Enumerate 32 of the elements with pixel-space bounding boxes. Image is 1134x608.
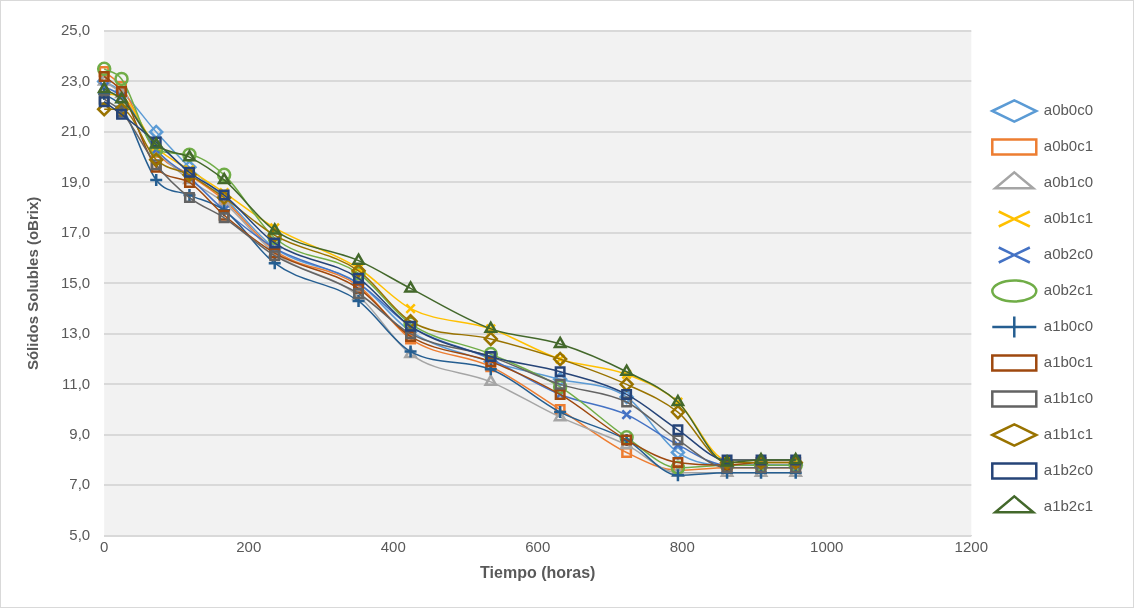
x-tick-label: 1200 <box>954 537 988 555</box>
x-tick-label: 600 <box>525 537 551 555</box>
legend-label: a1b0c0 <box>1043 317 1094 335</box>
legend-label: a1b1c1 <box>1043 425 1094 443</box>
y-tick-label: 25,0 <box>60 21 91 39</box>
y-tick-label: 7,0 <box>69 475 91 493</box>
x-tick-label: 1000 <box>810 537 844 555</box>
y-tick-label: 15,0 <box>60 273 91 291</box>
y-axis-title: Sólidos Solubles (oBrix) <box>24 196 42 371</box>
legend-label: a1b1c0 <box>1043 389 1094 407</box>
legend-label: a0b0c0 <box>1043 101 1094 119</box>
y-tick-label: 9,0 <box>69 424 91 442</box>
legend-label: a0b1c0 <box>1043 173 1094 191</box>
y-tick-label: 17,0 <box>60 223 91 241</box>
legend-label: a0b1c1 <box>1043 209 1094 227</box>
y-tick-label: 21,0 <box>60 122 91 140</box>
x-tick-label: 200 <box>236 537 262 555</box>
legend-label: a1b2c1 <box>1043 497 1094 515</box>
y-tick-label: 23,0 <box>60 71 91 89</box>
y-tick-label: 5,0 <box>69 525 91 543</box>
x-tick-label: 800 <box>669 537 695 555</box>
x-tick-label: 400 <box>380 537 406 555</box>
y-tick-label: 19,0 <box>60 172 91 190</box>
y-tick-label: 13,0 <box>60 324 91 342</box>
y-tick-label: 11,0 <box>62 374 91 392</box>
legend-label: a0b2c1 <box>1043 281 1094 299</box>
x-axis-title: Tiempo (horas) <box>480 563 596 581</box>
x-tick-label: 0 <box>100 537 109 555</box>
legend-label: a0b2c0 <box>1043 245 1094 263</box>
legend-label: a1b2c0 <box>1043 461 1094 479</box>
legend-label: a1b0c1 <box>1043 353 1094 371</box>
legend-label: a0b0c1 <box>1043 137 1094 155</box>
